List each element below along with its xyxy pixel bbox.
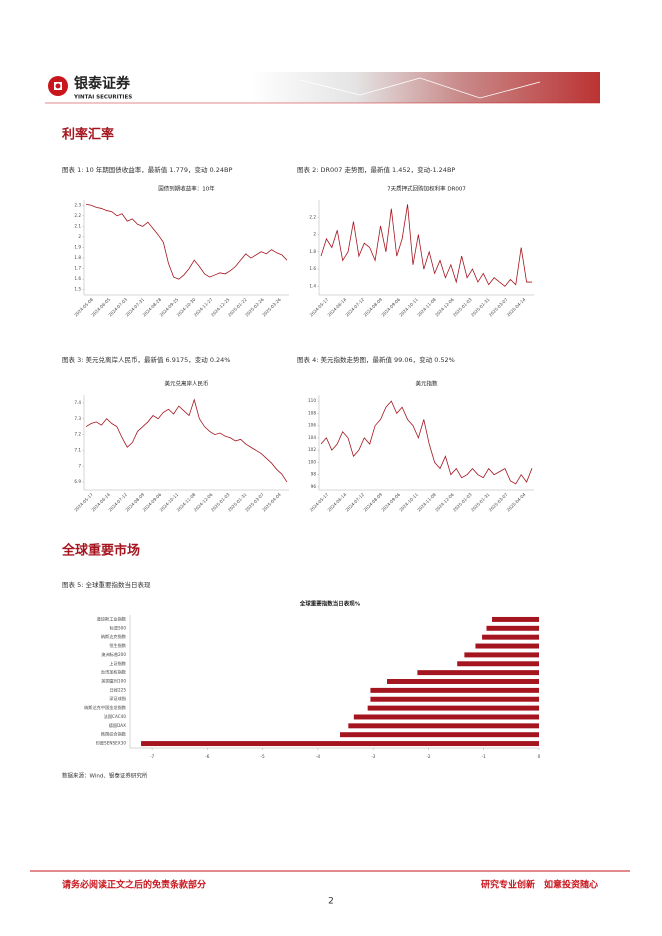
bar	[457, 661, 539, 667]
y-tick-label: 7.3	[74, 416, 81, 421]
y-tick-label: 102	[308, 447, 316, 452]
y-tick-label: 2	[313, 232, 316, 237]
y-tick-label: 德国DAX	[109, 722, 126, 729]
section-title: 全球重要市场	[61, 543, 140, 559]
x-tick-label: -5	[261, 754, 266, 759]
bar	[370, 696, 539, 702]
bar	[370, 687, 539, 693]
y-tick-label: 7.4	[74, 400, 81, 405]
x-tick-label: 2025-04-14	[506, 297, 527, 318]
y-tick-label: 110	[308, 398, 316, 403]
y-tick-label: 道琼斯工业指数	[97, 615, 127, 622]
y-tick-label: 96	[311, 484, 317, 489]
x-tick-label: 2025-04-04	[506, 492, 527, 513]
y-tick-label: 7.2	[74, 432, 81, 437]
y-tick-label: 纳斯达克中国金龙指数	[84, 704, 127, 711]
y-tick-label: 7	[78, 463, 81, 468]
bar	[492, 616, 539, 622]
bar	[464, 652, 539, 658]
line-series	[85, 398, 288, 483]
bar	[353, 714, 539, 720]
y-tick-label: 1.9	[74, 245, 81, 250]
bar	[475, 643, 539, 649]
y-tick-label: 1.6	[309, 266, 316, 271]
caption: 图表 1: 10 年期国债收益率，最新值 1.779，变动 0.24BP	[62, 165, 232, 174]
brand-en: YINTAI SECURITIES	[73, 95, 132, 101]
y-tick-label: 英国富时100	[101, 678, 126, 685]
chart-title: 美元兑离岸人民币	[164, 380, 209, 388]
banner-lines	[299, 77, 541, 99]
y-tick-label: 1.6	[74, 276, 81, 281]
y-tick-label: 7.1	[74, 447, 81, 452]
y-tick-label: 标普500	[110, 624, 127, 631]
x-tick-label: 2025-03-26	[261, 297, 282, 318]
source: 数据来源：Wind、银泰证券研究所	[62, 772, 148, 780]
x-tick-label: -2	[426, 754, 431, 759]
y-tick-label: 2.2	[309, 214, 316, 219]
y-tick-label: 1.8	[309, 249, 316, 254]
y-tick-label: 1.5	[74, 287, 81, 292]
y-tick-label: 1.8	[74, 255, 81, 260]
y-tick-label: 1.7	[74, 266, 81, 271]
chart-title: 全球重要指数当日表现%	[299, 600, 361, 608]
y-tick-label: 法国CAC40	[104, 713, 127, 720]
x-tick-label: 0	[538, 754, 541, 759]
bar	[482, 634, 539, 640]
brand: 银泰证券	[74, 75, 131, 92]
header: 银泰证券 YINTAI SECURITIES	[45, 72, 600, 104]
y-tick-label: 恒生指数	[109, 642, 127, 649]
page-number: 2	[328, 897, 334, 907]
x-tick-label: -7	[150, 754, 155, 759]
chart-title: 美元指数	[415, 380, 438, 388]
y-tick-label: 印度SENSEX30	[96, 740, 127, 747]
y-tick-label: 台湾加权指数	[101, 669, 127, 676]
y-tick-label: 上证指数	[109, 660, 127, 667]
footer-left: 请务必阅读正文之后的免责条款部分	[62, 879, 206, 891]
x-tick-label: 2025-04-04	[261, 492, 282, 513]
y-tick-label: 2.1	[74, 223, 81, 228]
y-tick-label: 1.4	[309, 283, 316, 288]
y-tick-label: 100	[308, 459, 316, 464]
section-title: 利率汇率	[62, 127, 114, 143]
x-tick-label: -3	[371, 754, 376, 759]
line-series	[320, 400, 533, 485]
y-tick-label: 6.9	[74, 479, 81, 484]
y-tick-label: 2.2	[74, 213, 81, 218]
bar	[367, 705, 539, 711]
y-tick-label: 澳洲标普200	[101, 651, 126, 658]
y-tick-label: 108	[308, 410, 316, 415]
y-tick-label: 日经225	[110, 686, 127, 693]
y-tick-label: 2	[78, 234, 81, 239]
y-tick-label: 2.3	[74, 202, 81, 207]
line-series	[85, 203, 288, 280]
bar	[348, 723, 539, 729]
bar	[417, 670, 539, 676]
footer-right: 研究专业创新 如意投资随心	[481, 879, 598, 891]
caption: 图表 2: DR007 走势图，最新值 1.452，变动-1.24BP	[297, 165, 455, 174]
line-series	[320, 204, 532, 287]
bar	[486, 625, 539, 631]
header-banner	[250, 72, 600, 103]
bar	[387, 679, 539, 684]
y-tick-label: 深证成指	[109, 695, 126, 702]
y-tick-label: 98	[311, 472, 317, 477]
x-tick-label: -1	[482, 754, 487, 759]
chart-title: 7天质押式回购加权利率 DR007	[387, 185, 466, 193]
y-tick-label: 韩国综合指数	[101, 731, 127, 738]
caption: 图表 3: 美元兑离岸人民币，最新值 6.9175，变动 0.24%	[62, 355, 230, 364]
chart-title: 国债到期收益率：10年	[158, 185, 215, 193]
caption: 图表 4: 美元指数走势图，最新值 99.06，变动 0.52%	[297, 355, 455, 364]
caption: 图表 5: 全球重要指数当日表现	[62, 580, 151, 589]
x-tick-label: -4	[316, 754, 321, 759]
y-tick-label: 104	[308, 435, 316, 440]
logo	[48, 76, 68, 96]
bar	[141, 741, 539, 747]
bar	[340, 732, 539, 738]
y-tick-label: 106	[308, 423, 316, 428]
x-tick-label: -6	[205, 754, 210, 759]
y-tick-label: 纳斯达克指数	[101, 633, 127, 640]
